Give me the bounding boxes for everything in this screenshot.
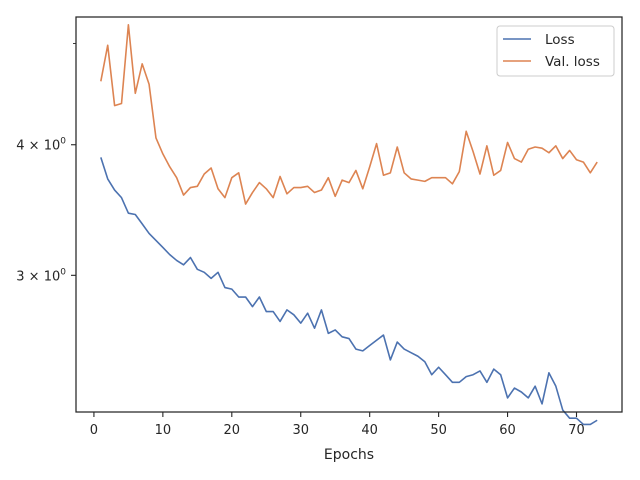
plot-lines — [100, 23, 598, 426]
y-tick-label: 3 × 100 — [16, 267, 66, 284]
x-tick-label: 30 — [292, 423, 309, 438]
x-tick-label: 50 — [430, 423, 447, 438]
legend-label: Loss — [545, 32, 575, 48]
x-axis-ticks: 0 10 20 30 40 50 60 70 — [90, 412, 585, 438]
series-line-loss — [100, 157, 598, 426]
x-tick-label: 0 — [90, 423, 98, 438]
y-axis-ticks: 3 × 100 4 × 100 — [16, 42, 76, 284]
plot-frame — [75, 16, 623, 413]
y-tick-label: 4 × 100 — [16, 137, 66, 154]
x-tick-label: 70 — [568, 423, 585, 438]
x-tick-label: 10 — [155, 423, 172, 438]
legend: Loss Val. loss — [496, 25, 615, 77]
x-tick-label: 60 — [499, 423, 516, 438]
x-axis-label: Epochs — [324, 447, 374, 463]
x-tick-label: 20 — [224, 423, 241, 438]
series-line-val-loss — [100, 23, 598, 205]
legend-label: Val. loss — [545, 54, 600, 70]
x-tick-label: 40 — [361, 423, 378, 438]
